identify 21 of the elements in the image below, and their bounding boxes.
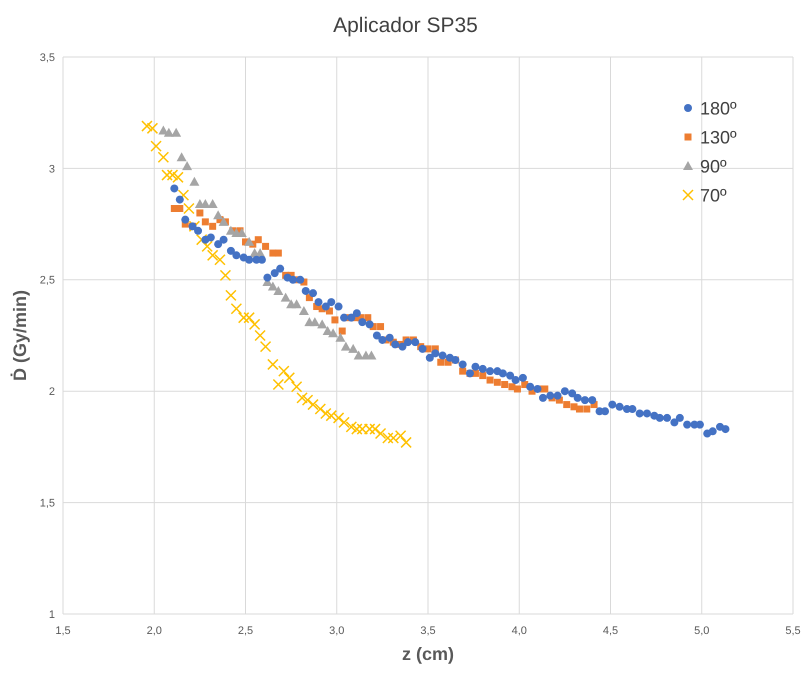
x-tick-label: 5,5 [785, 625, 801, 637]
legend-label: 90º [700, 156, 728, 176]
y-tick-label: 3 [48, 163, 55, 176]
y-tick-label: 2,5 [40, 274, 55, 287]
y-tick-label: 2 [48, 386, 55, 398]
y-tick-label: 1,5 [40, 497, 55, 510]
y-tick-label: 1 [48, 608, 55, 621]
x-axis-title: z (cm) [402, 644, 454, 664]
legend-label: 130º [700, 127, 738, 148]
chart-title: Aplicador SP35 [333, 14, 478, 37]
legend-label: 70º [700, 185, 728, 206]
x-tick-label: 2,5 [238, 625, 254, 637]
x-tick-label: 3,5 [420, 625, 436, 637]
x-tick-label: 4,0 [512, 625, 527, 637]
x-tick-label: 3,0 [329, 625, 344, 637]
x-tick-label: 4,5 [602, 625, 618, 637]
y-tick-label: 3,5 [40, 52, 55, 64]
legend-label: 180º [700, 98, 738, 118]
x-tick-label: 5,0 [694, 625, 710, 637]
x-tick-label: 2,0 [146, 625, 162, 637]
y-axis-title: Ḋ (Gy/min) [10, 290, 30, 382]
